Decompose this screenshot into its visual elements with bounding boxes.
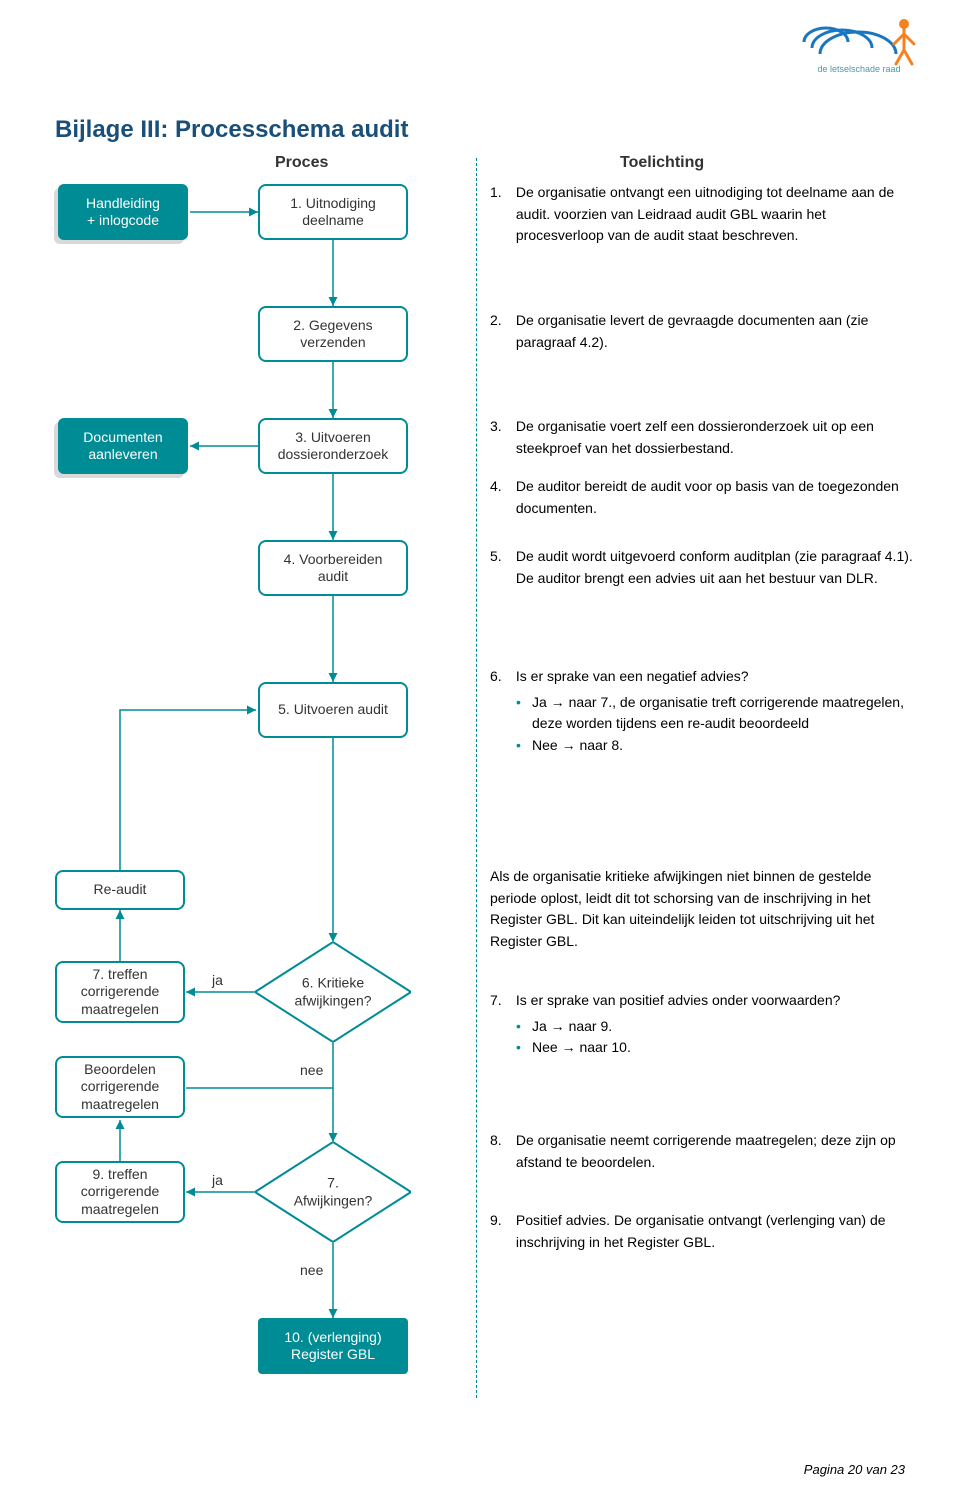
decision-6-label: 6. Kritieke afwijkingen?	[255, 975, 411, 1010]
explanation-5-num: 5.	[490, 546, 512, 568]
page: de letselschade raad Bijlage III: Proces…	[0, 0, 960, 1503]
explanation-als: Als de organisatie kritieke afwijkingen …	[490, 866, 920, 953]
node-5-label: 5. Uitvoeren audit	[278, 701, 388, 719]
terminal-10-register: 10. (verlenging) Register GBL	[258, 1318, 408, 1374]
node-beoordelen-label: Beoordelen corrigerende maatregelen	[81, 1061, 160, 1114]
explanation-2-num: 2.	[490, 310, 512, 332]
node-3-label: 3. Uitvoeren dossieronderzoek	[278, 429, 389, 464]
node-4-label: 4. Voorbereiden audit	[284, 551, 383, 586]
explanation-8-text: De organisatie neemt corrigerende maatre…	[516, 1130, 916, 1173]
node-1-uitnodiging: 1. Uitnodiging deelname	[258, 184, 408, 240]
node-beoordelen: Beoordelen corrigerende maatregelen	[55, 1056, 185, 1118]
node-4-voorbereiden: 4. Voorbereiden audit	[258, 540, 408, 596]
flow-label-ja-2: ja	[212, 1172, 223, 1188]
decision-7-afwijkingen: 7. Afwijkingen?	[255, 1142, 411, 1242]
column-header-toelichting: Toelichting	[620, 154, 704, 172]
terminal-10-label: 10. (verlenging) Register GBL	[284, 1329, 381, 1364]
card-documenten: Documenten aanleveren	[58, 418, 188, 474]
explanation-6-bullet-a: Ja → naar 7., de organisatie treft corri…	[490, 692, 920, 735]
explanation-7-num: 7.	[490, 990, 512, 1012]
explanation-8-num: 8.	[490, 1130, 512, 1152]
column-header-proces: Proces	[275, 154, 328, 172]
node-9-label: 9. treffen corrigerende maatregelen	[81, 1166, 160, 1219]
node-3-dossieronderzoek: 3. Uitvoeren dossieronderzoek	[258, 418, 408, 474]
flow-label-nee-1: nee	[300, 1062, 323, 1078]
flow-label-nee-2: nee	[300, 1262, 323, 1278]
explanation-4-text: De auditor bereidt de audit voor op basi…	[516, 476, 916, 519]
node-7-label: 7. treffen corrigerende maatregelen	[81, 966, 160, 1019]
explanation-3: 3. De organisatie voert zelf een dossier…	[490, 416, 920, 459]
page-title: Bijlage III: Processchema audit	[55, 116, 408, 144]
explanation-4: 4. De auditor bereidt de audit voor op b…	[490, 476, 920, 519]
node-2-label: 2. Gegevens verzenden	[293, 317, 372, 352]
explanation-9: 9. Positief advies. De organisatie ontva…	[490, 1210, 920, 1253]
explanation-1: 1. De organisatie ontvangt een uitnodigi…	[490, 182, 920, 247]
explanation-als-text: Als de organisatie kritieke afwijkingen …	[490, 866, 920, 953]
explanation-2: 2. De organisatie levert de gevraagde do…	[490, 310, 920, 353]
letselschade-logo: de letselschade raad	[794, 18, 924, 78]
node-5-uitvoeren-audit: 5. Uitvoeren audit	[258, 682, 408, 738]
decision-7-label: 7. Afwijkingen?	[255, 1175, 411, 1210]
node-reaudit-label: Re-audit	[94, 881, 147, 899]
node-2-gegevens: 2. Gegevens verzenden	[258, 306, 408, 362]
explanation-5-text: De audit wordt uitgevoerd conform auditp…	[516, 546, 916, 589]
svg-text:de letselschade raad: de letselschade raad	[817, 64, 900, 74]
explanation-8: 8. De organisatie neemt corrigerende maa…	[490, 1130, 920, 1173]
explanation-7: 7. Is er sprake van positief advies onde…	[490, 990, 920, 1059]
card-handleiding: Handleiding + inlogcode	[58, 184, 188, 240]
card-handleiding-label: Handleiding + inlogcode	[86, 195, 160, 230]
explanation-1-num: 1.	[490, 182, 512, 204]
node-9-treffen: 9. treffen corrigerende maatregelen	[55, 1161, 185, 1223]
decision-6-kritieke: 6. Kritieke afwijkingen?	[255, 942, 411, 1042]
explanation-6: 6. Is er sprake van een negatief advies?…	[490, 666, 920, 757]
explanation-3-text: De organisatie voert zelf een dossierond…	[516, 416, 916, 459]
explanation-7-bullet-b: Nee → naar 10.	[490, 1037, 920, 1059]
node-7-treffen: 7. treffen corrigerende maatregelen	[55, 961, 185, 1023]
explanation-6-text: Is er sprake van een negatief advies?	[516, 666, 916, 688]
explanation-3-num: 3.	[490, 416, 512, 438]
card-documenten-label: Documenten aanleveren	[83, 429, 162, 464]
flow-label-ja-1: ja	[212, 972, 223, 988]
explanation-6-bullet-b: Nee → naar 8.	[490, 735, 920, 757]
column-divider	[476, 158, 477, 1398]
page-footer: Pagina 20 van 23	[804, 1462, 905, 1477]
explanation-9-num: 9.	[490, 1210, 512, 1232]
explanation-1-text: De organisatie ontvangt een uitnodiging …	[516, 182, 916, 247]
node-reaudit: Re-audit	[55, 870, 185, 910]
explanation-2-text: De organisatie levert de gevraagde docum…	[516, 310, 916, 353]
explanation-6-num: 6.	[490, 666, 512, 688]
explanation-9-text: Positief advies. De organisatie ontvangt…	[516, 1210, 916, 1253]
explanation-4-num: 4.	[490, 476, 512, 498]
explanation-7-bullet-a: Ja → naar 9.	[490, 1016, 920, 1038]
node-1-label: 1. Uitnodiging deelname	[290, 195, 376, 230]
explanation-5: 5. De audit wordt uitgevoerd conform aud…	[490, 546, 920, 589]
explanation-7-text: Is er sprake van positief advies onder v…	[516, 990, 916, 1012]
